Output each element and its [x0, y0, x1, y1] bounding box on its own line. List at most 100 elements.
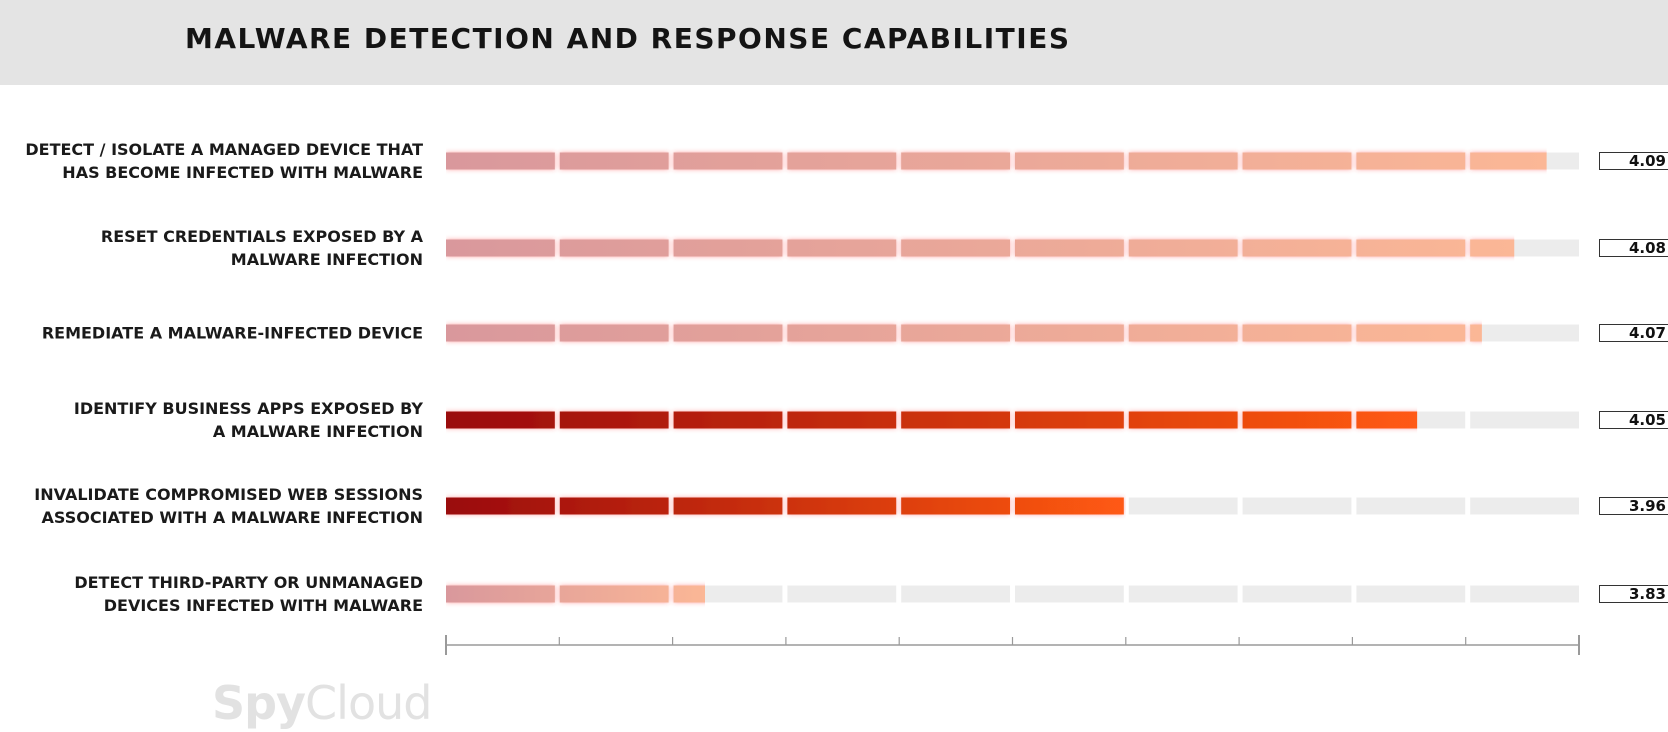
bar-fill-segment — [1242, 324, 1352, 342]
bar-fill — [446, 152, 1547, 170]
bar-fill — [446, 585, 705, 603]
bar-track-segment — [1470, 411, 1579, 429]
bar-track-segment — [1128, 497, 1238, 515]
bar-fill-segment — [901, 324, 1010, 342]
bar-fill-segment — [446, 497, 555, 515]
bar-fill-segment — [559, 497, 669, 515]
category-label-line: DETECT THIRD-PARTY OR UNMANAGED — [74, 573, 423, 592]
bar-fill-segment — [1356, 152, 1466, 170]
bar-fill-segment — [1242, 239, 1352, 257]
bar-track-segment — [1242, 585, 1352, 603]
bar-fill-segment — [559, 324, 669, 342]
value-label: 4.05 — [1599, 411, 1668, 429]
bar-fill-segment — [673, 239, 783, 257]
value-label: 4.07 — [1599, 324, 1668, 342]
value-label: 4.08 — [1599, 239, 1668, 257]
bar-fill-segment — [1356, 411, 1418, 429]
bar-fill-segment — [1128, 324, 1238, 342]
bar-fill-segment — [673, 585, 705, 603]
bar-fill-segment — [1356, 239, 1466, 257]
bar-fill-segment — [1015, 497, 1124, 515]
chart-title: MALWARE DETECTION AND RESPONSE CAPABILIT… — [185, 22, 1071, 55]
bar — [446, 239, 1579, 257]
bar-fill-segment — [901, 497, 1010, 515]
title-banner: MALWARE DETECTION AND RESPONSE CAPABILIT… — [0, 0, 1668, 85]
bar-fill — [446, 324, 1482, 342]
category-label-line: RESET CREDENTIALS EXPOSED BY A — [100, 227, 423, 246]
bar-track-segment — [1356, 497, 1466, 515]
bar-fill-segment — [559, 239, 669, 257]
value-label: 4.09 — [1599, 152, 1668, 170]
bar — [446, 411, 1579, 429]
bar-fill-segment — [901, 152, 1010, 170]
x-axis — [445, 635, 1580, 655]
value-label: 3.83 — [1599, 585, 1668, 603]
bar-fill-segment — [446, 585, 555, 603]
category-label-line: MALWARE INFECTION — [230, 250, 423, 269]
chart-row: RESET CREDENTIALS EXPOSED BY A MALWARE IN… — [0, 203, 1668, 293]
bar-track-segment — [1470, 497, 1579, 515]
bar-fill-segment — [673, 324, 783, 342]
bar-fill-segment — [787, 411, 897, 429]
spycloud-logo: SpyCloud — [212, 676, 432, 730]
bar-fill-segment — [446, 324, 555, 342]
bar-fill-segment — [1470, 152, 1547, 170]
bar-fill-segment — [787, 324, 897, 342]
bar-fill-segment — [446, 411, 555, 429]
bar-fill — [446, 411, 1418, 429]
category-label: IDENTIFY BUSINESS APPS EXPOSED BY A MALWA… — [23, 397, 423, 443]
bar — [446, 497, 1579, 515]
bar-fill-segment — [787, 239, 897, 257]
bar — [446, 152, 1579, 170]
bar-fill-segment — [1128, 152, 1238, 170]
category-label: RESET CREDENTIALS EXPOSED BY A MALWARE IN… — [23, 225, 423, 271]
category-label-line: DEVICES INFECTED WITH MALWARE — [103, 596, 423, 615]
bar-track-segment — [901, 585, 1010, 603]
bar-fill-segment — [559, 152, 669, 170]
category-label-line: REMEDIATE A MALWARE-INFECTED DEVICE — [41, 323, 423, 343]
chart-row: INVALIDATE COMPROMISED WEB SESSIONS ASSOC… — [0, 461, 1668, 551]
category-label-line: INVALIDATE COMPROMISED WEB SESSIONS — [34, 485, 423, 504]
chart-row: IDENTIFY BUSINESS APPS EXPOSED BY A MALWA… — [0, 375, 1668, 465]
bar-fill-segment — [1242, 411, 1352, 429]
bar-track-segment — [1242, 497, 1352, 515]
category-label-line: A MALWARE INFECTION — [212, 422, 423, 441]
bar-track-segment — [1356, 585, 1466, 603]
bar-track-segment — [1470, 585, 1579, 603]
bar-fill-segment — [1015, 324, 1124, 342]
bar-fill-segment — [1015, 152, 1124, 170]
bar-track-segment — [1470, 324, 1579, 342]
category-label-line: HAS BECOME INFECTED WITH MALWARE — [62, 163, 423, 182]
category-label: DETECT / ISOLATE A MANAGED DEVICE THAT HA… — [23, 138, 423, 184]
bar-fill-segment — [1242, 152, 1352, 170]
bar-fill-segment — [901, 239, 1010, 257]
category-label: REMEDIATE A MALWARE-INFECTED DEVICE — [23, 322, 423, 345]
bar-fill — [446, 497, 1124, 515]
chart-row: REMEDIATE A MALWARE-INFECTED DEVICE 4.07 — [0, 288, 1668, 378]
bar-track-segment — [787, 585, 897, 603]
category-label-line: ASSOCIATED WITH A MALWARE INFECTION — [41, 508, 423, 527]
bar-fill-segment — [787, 152, 897, 170]
bar-fill-segment — [446, 239, 555, 257]
bar-fill-segment — [673, 152, 783, 170]
bar-fill-segment — [1015, 239, 1124, 257]
category-label: INVALIDATE COMPROMISED WEB SESSIONS ASSOC… — [23, 483, 423, 529]
bar-fill-segment — [1470, 239, 1515, 257]
value-label: 3.96 — [1599, 497, 1668, 515]
bar-fill-segment — [1128, 239, 1238, 257]
bar-fill-segment — [901, 411, 1010, 429]
bar-fill-segment — [1015, 411, 1124, 429]
category-label-line: DETECT / ISOLATE A MANAGED DEVICE THAT — [25, 140, 423, 159]
bar — [446, 585, 1579, 603]
bar-fill — [446, 239, 1515, 257]
category-label: DETECT THIRD-PARTY OR UNMANAGED DEVICES I… — [23, 571, 423, 617]
bar-fill-segment — [559, 585, 669, 603]
bar-fill-segment — [787, 497, 897, 515]
bar-fill-segment — [559, 411, 669, 429]
chart-row: DETECT / ISOLATE A MANAGED DEVICE THAT HA… — [0, 116, 1668, 206]
bar-fill-segment — [1356, 324, 1466, 342]
bar-fill-segment — [1128, 411, 1238, 429]
bar-fill-segment — [1470, 324, 1482, 342]
chart-row: DETECT THIRD-PARTY OR UNMANAGED DEVICES I… — [0, 549, 1668, 639]
category-label-line: IDENTIFY BUSINESS APPS EXPOSED BY — [73, 399, 423, 418]
